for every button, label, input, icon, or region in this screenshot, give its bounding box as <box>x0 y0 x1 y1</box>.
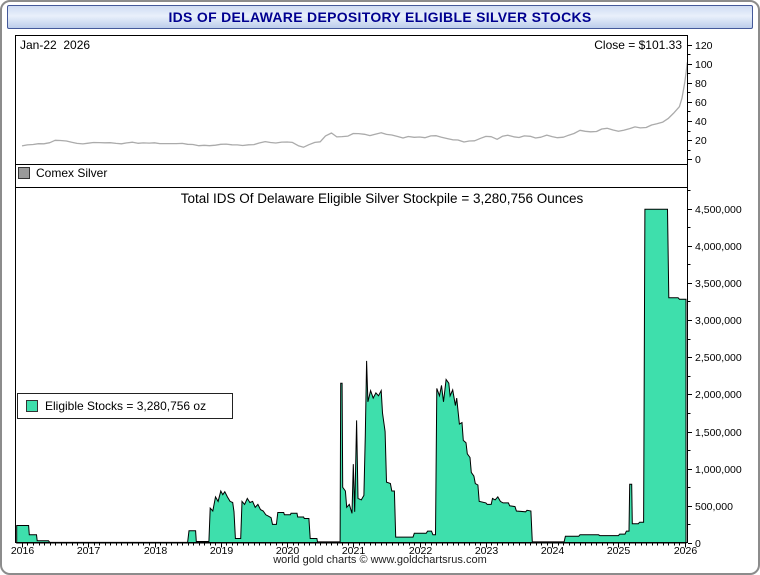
year-tick-label: 2025 <box>607 545 631 557</box>
year-tick-label: 2018 <box>144 545 168 557</box>
comex-silver-swatch-icon <box>18 167 30 179</box>
stocks-y-tick-label: 4,500,000 <box>695 204 742 216</box>
year-tick-label: 2020 <box>276 545 300 557</box>
price-y-tick-label: 0 <box>695 154 701 166</box>
eligible-stocks-legend: Eligible Stocks = 3,280,756 oz <box>17 393 233 419</box>
year-tick-label: 2019 <box>210 545 234 557</box>
close-price-label: Close = $101.33 <box>594 38 682 52</box>
stocks-y-tick-label: 500,000 <box>695 501 733 513</box>
stocks-y-tick-label: 1,500,000 <box>695 427 742 439</box>
stocks-y-tick-label: 2,000,000 <box>695 389 742 401</box>
year-tick-label: 2024 <box>541 545 565 557</box>
year-tick-label: 2016 <box>11 545 35 557</box>
date-label: Jan-22 2026 <box>20 38 91 52</box>
stocks-y-tick-label: 1,000,000 <box>695 464 742 476</box>
price-y-tick-label: 120 <box>695 40 713 52</box>
main-chart-title: Total IDS Of Delaware Eligible Silver St… <box>180 191 584 206</box>
title-bar: IDS OF DELAWARE DEPOSITORY ELIGIBLE SILV… <box>7 5 753 29</box>
eligible-stocks-legend-label: Eligible Stocks = 3,280,756 oz <box>45 399 207 413</box>
price-y-tick-label: 80 <box>695 78 707 90</box>
price-y-tick-label: 20 <box>695 135 707 147</box>
eligible-stocks-swatch-icon <box>26 400 38 412</box>
page-title: IDS OF DELAWARE DEPOSITORY ELIGIBLE SILV… <box>168 9 592 25</box>
year-tick-label: 2023 <box>475 545 499 557</box>
year-tick-label: 2026 <box>674 545 698 557</box>
stocks-y-tick-label: 3,500,000 <box>695 278 742 290</box>
year-tick-label: 2021 <box>342 545 366 557</box>
year-tick-label: 2017 <box>77 545 101 557</box>
footer-credit: world gold charts © www.goldchartsrus.co… <box>273 554 487 566</box>
year-tick-label: 2022 <box>409 545 433 557</box>
eligible-stocks-area <box>16 208 687 544</box>
price-y-tick-label: 60 <box>695 97 707 109</box>
stocks-y-tick-label: 4,000,000 <box>695 241 742 253</box>
comex-silver-legend-label: Comex Silver <box>36 166 108 180</box>
plot-frame <box>15 35 688 543</box>
comex-silver-price-line <box>21 62 688 148</box>
stocks-y-tick-label: 3,000,000 <box>695 315 742 327</box>
comex-silver-legend: Comex Silver <box>18 166 107 180</box>
price-y-tick-label: 40 <box>695 116 707 128</box>
stocks-y-tick-label: 0 <box>695 538 701 550</box>
price-y-tick-label: 100 <box>695 59 713 71</box>
stocks-y-tick-label: 2,500,000 <box>695 352 742 364</box>
